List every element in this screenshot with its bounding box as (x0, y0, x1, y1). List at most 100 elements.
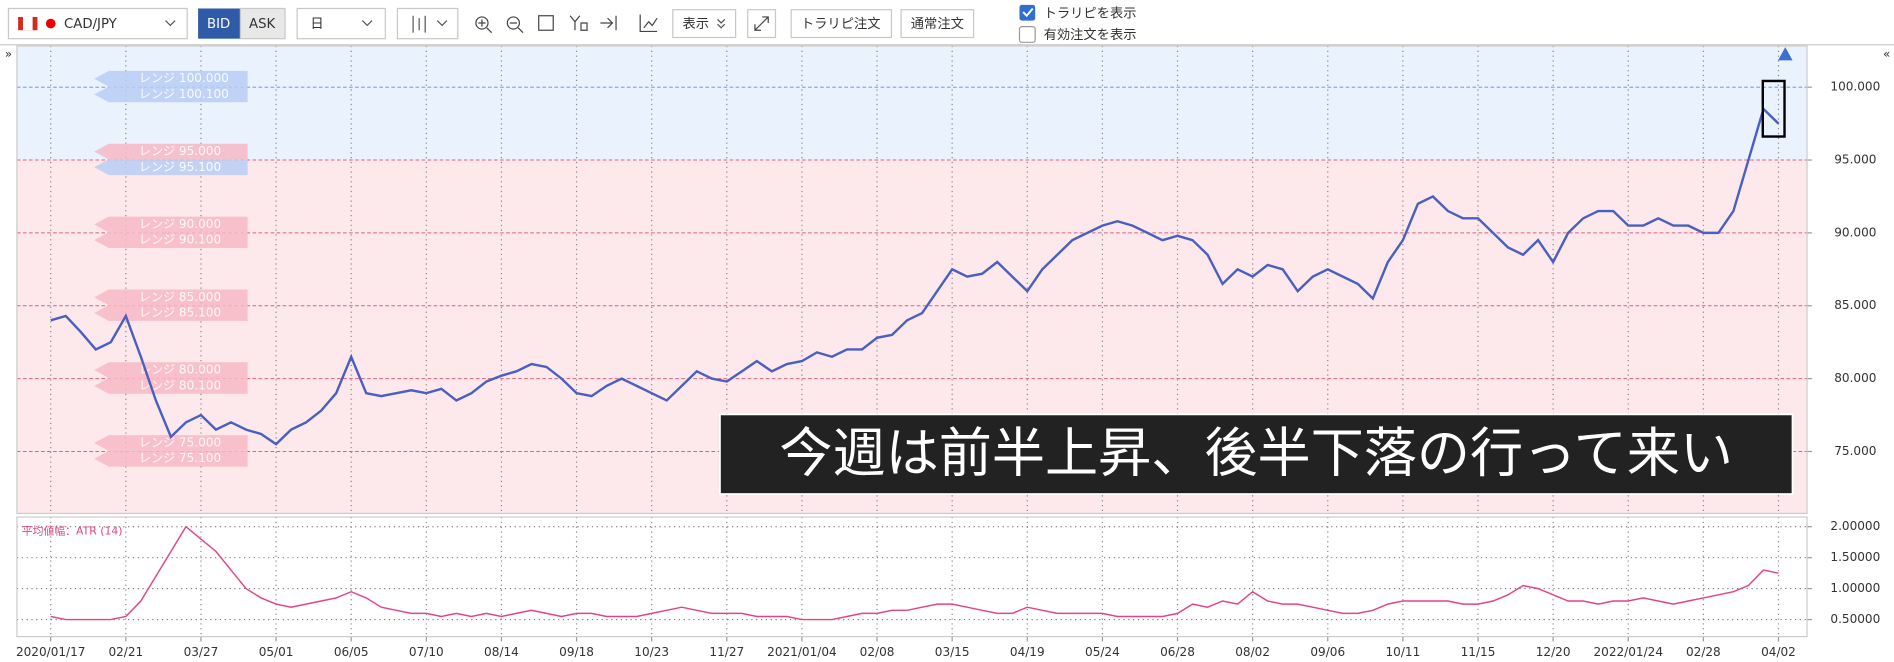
expand-left[interactable]: » (5, 47, 12, 61)
trarip-order-button[interactable] (790, 9, 893, 39)
x-tick-label: 03/15 (935, 645, 970, 659)
ask-button[interactable] (239, 7, 286, 40)
caption: 今週は前半上昇、後半下落の行って来い (779, 422, 1733, 484)
panel-border (16, 516, 1808, 638)
x-tick-label: 06/28 (1160, 645, 1195, 659)
x-tick-label: 02/08 (860, 645, 895, 659)
range-label-bg (94, 450, 248, 467)
check-mark (1022, 7, 1034, 18)
panel-border (16, 45, 1808, 514)
symbol-select[interactable] (7, 7, 188, 40)
x-tick-label: 05/24 (1085, 645, 1120, 659)
range-label: レンジ 100.000 (139, 71, 229, 85)
x-tick-label: 09/06 (1310, 645, 1345, 659)
range-label: レンジ 85.000 (139, 290, 221, 304)
y-tick-label: 75.000 (1834, 444, 1876, 458)
checkbox-checked[interactable] (1019, 4, 1036, 21)
range-label-bg (94, 378, 248, 394)
x-tick-label: 02/28 (1686, 645, 1721, 659)
display-button[interactable] (672, 9, 737, 39)
toolbar: CAD/JPY BID ASK 日 表示 トラリピ注文 通常注文 トラリピを表示 (7, 4, 1137, 43)
x-tick-label: 09/18 (559, 645, 594, 659)
range-label: レンジ 80.100 (139, 378, 221, 392)
y-tick-label: 100.000 (1830, 80, 1880, 94)
indicator-bg (16, 517, 1808, 637)
range-label: レンジ 85.100 (139, 305, 221, 319)
x-tick-label: 04/02 (1761, 645, 1796, 659)
range-label: レンジ 95.000 (139, 144, 221, 158)
status-dot (45, 18, 56, 29)
chart-area: 2020/01/17 02/21 03/27 05/01 06/05 07/10 08/14… (16, 45, 1880, 659)
range-label-bg (94, 305, 248, 321)
range-label-bg (94, 159, 248, 176)
checkbox[interactable] (1018, 26, 1036, 43)
range-label-bg (94, 70, 248, 87)
show-trarip: トラリピを表示 (1044, 5, 1137, 21)
x-tick-label: 06/05 (334, 645, 369, 659)
range-label: レンジ 80.000 (139, 363, 221, 377)
period-select[interactable] (296, 7, 386, 40)
trarip-order: トラリピ注文 (801, 16, 881, 32)
y-tick-label: 1.00000 (1830, 581, 1880, 595)
range-label-bg (94, 143, 248, 160)
show-orders: 有効注文を表示 (1044, 27, 1137, 43)
chevron (165, 20, 176, 27)
chevron (717, 18, 726, 29)
y-tick-label: 1.50000 (1830, 550, 1880, 564)
y-tick-label: 90.000 (1834, 225, 1876, 239)
range-label-bg (94, 232, 248, 248)
y-tick-label: 85.000 (1834, 298, 1876, 312)
chevron (436, 20, 448, 27)
x-tick-label: 05/01 (259, 645, 294, 659)
normal-order-button[interactable] (900, 9, 975, 39)
x-tick-label: 03/27 (184, 645, 219, 659)
candle-icon (412, 15, 426, 33)
y-tick-label: 80.000 (1834, 371, 1876, 385)
x-tick-label: 02/21 (108, 645, 143, 659)
bid-button[interactable] (198, 8, 241, 39)
x-tick-label: 07/10 (409, 645, 444, 659)
range-label: レンジ 90.000 (139, 217, 221, 231)
current-marker (1778, 47, 1793, 61)
range-label-bg (94, 362, 248, 379)
y-tick-label: 0.50000 (1830, 612, 1880, 626)
bid-label: BID (207, 17, 230, 32)
range-label-bg (94, 216, 248, 233)
x-tick-label: 11/27 (709, 645, 744, 659)
range-label: レンジ 75.000 (139, 436, 221, 450)
normal-order: 通常注文 (911, 16, 964, 32)
range-label: レンジ 95.100 (139, 160, 221, 174)
chart-type-select[interactable] (396, 7, 459, 40)
series-line (50, 106, 1780, 446)
x-tick-label: 11/15 (1461, 645, 1496, 659)
chevron (361, 20, 373, 27)
period: 日 (310, 17, 323, 32)
range-label: レンジ 75.100 (139, 451, 221, 465)
x-tick-label: 2021/01/04 (767, 645, 837, 659)
x-tick-label: 2020/01/17 (16, 645, 86, 659)
indicator-title: 平均値幅：ATR (14) (22, 525, 123, 538)
range-label-bg (94, 86, 248, 103)
y-tick-label: 2.00000 (1830, 519, 1880, 533)
y-tick-label: 95.000 (1834, 153, 1876, 167)
display: 表示 (682, 16, 709, 32)
x-tick-label: 2022/01/24 (1593, 645, 1663, 659)
expand-right[interactable]: « (1883, 47, 1890, 61)
x-tick-label: 10/23 (634, 645, 669, 659)
tool-icons[interactable] (475, 14, 658, 34)
range-label: レンジ 90.100 (139, 233, 221, 247)
x-tick-label: 08/14 (484, 645, 519, 659)
band-upper (16, 45, 1808, 161)
x-tick-label: 10/11 (1385, 645, 1420, 659)
range-label-bg (94, 289, 248, 306)
ask-label: ASK (249, 17, 275, 32)
x-tick-label: 12/20 (1536, 645, 1571, 659)
caption-bg (719, 413, 1794, 495)
highlight-box (1761, 79, 1786, 138)
symbol: CAD/JPY (64, 17, 118, 32)
x-tick-label: 04/19 (1010, 645, 1045, 659)
x-tick-label: 08/02 (1235, 645, 1270, 659)
fullscreen-icon (754, 16, 769, 31)
